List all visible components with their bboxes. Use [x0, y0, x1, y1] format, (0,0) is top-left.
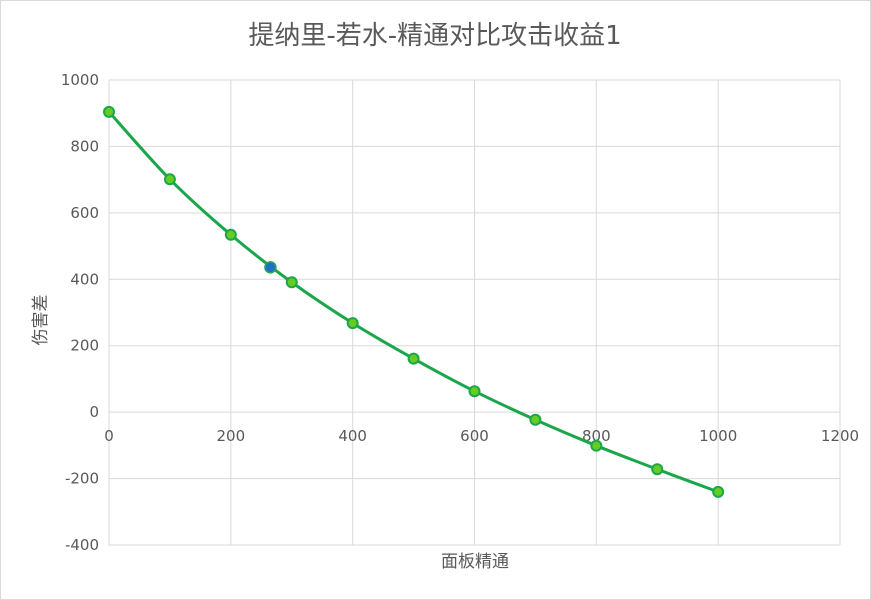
x-tick-label: 0	[104, 427, 114, 445]
x-tick-label: 1000	[699, 427, 737, 445]
y-tick-labels: -400 -200 0 200 400 600 800 1000	[61, 71, 99, 554]
data-point	[407, 352, 420, 365]
y-tick-label: 400	[70, 270, 99, 288]
y-tick-label: 1000	[61, 71, 99, 89]
data-point	[651, 463, 664, 476]
y-axis-label: 伤害差	[31, 295, 51, 346]
y-tick-label: 600	[70, 204, 99, 222]
y-tick-label: 800	[70, 137, 99, 155]
data-point	[163, 173, 176, 186]
chart-title: 提纳里-若水-精通对比攻击收益1	[248, 21, 621, 51]
grid-lines	[108, 79, 841, 546]
x-tick-label: 800	[582, 427, 611, 445]
y-tick-label: -200	[65, 470, 99, 488]
data-point	[712, 485, 725, 498]
data-point	[468, 385, 481, 398]
data-point	[590, 439, 603, 452]
data-point	[285, 276, 298, 289]
data-point	[529, 413, 542, 426]
y-tick-label: 200	[70, 337, 99, 355]
series-group	[103, 105, 725, 498]
x-tick-label: 400	[338, 427, 367, 445]
data-point	[346, 317, 359, 330]
x-tick-label: 200	[217, 427, 246, 445]
x-tick-label: 1200	[821, 427, 859, 445]
y-tick-label: -400	[65, 536, 99, 554]
x-tick-labels: 0 200 400 600 800 1000 1200	[104, 427, 859, 445]
x-tick-label: 600	[460, 427, 489, 445]
y-tick-label: 0	[89, 403, 99, 421]
highlight-point	[264, 261, 277, 274]
x-axis-label: 面板精通	[441, 552, 509, 572]
data-point	[224, 228, 237, 241]
series-line	[107, 110, 719, 494]
data-point	[103, 105, 115, 118]
